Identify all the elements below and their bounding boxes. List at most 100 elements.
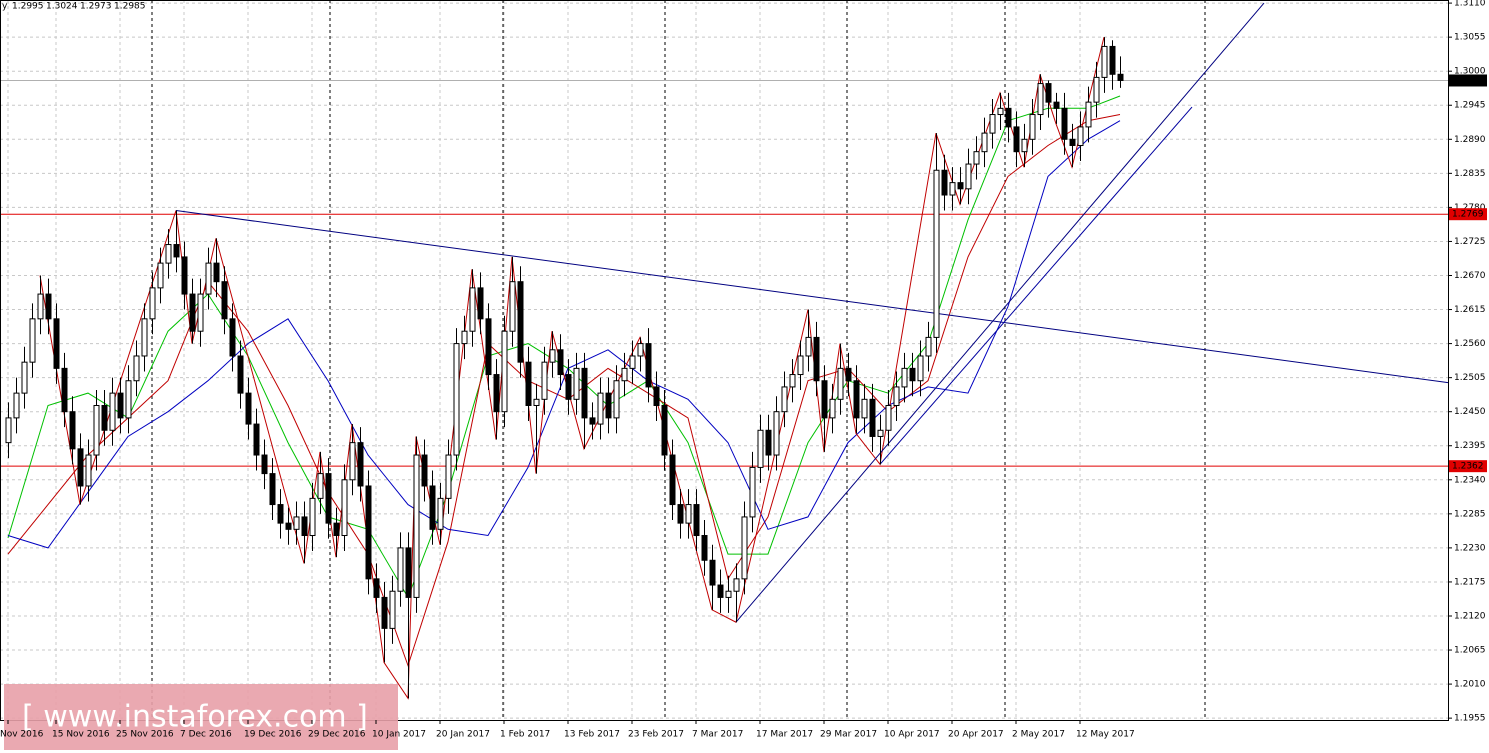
candle-body [141, 318, 148, 357]
y-tick-label: 1.2010 [1454, 680, 1486, 690]
header-close: 1.2985 [114, 2, 146, 12]
y-tick-label: 1.2230 [1454, 543, 1486, 553]
candle-body [117, 392, 124, 419]
candle-body [533, 398, 540, 407]
candle-body [85, 454, 92, 487]
candle-body [397, 547, 404, 592]
candle-body [237, 355, 244, 394]
candle-body [997, 107, 1004, 116]
candle-body [365, 485, 372, 580]
y-tick-label: 1.2340 [1454, 475, 1486, 485]
candle-body [37, 293, 44, 320]
candle-body [541, 361, 548, 400]
candle-body [357, 442, 364, 487]
candle-body [445, 454, 452, 499]
candle-body [621, 367, 628, 382]
candle-body [781, 386, 788, 413]
candle-body [333, 522, 340, 537]
candle-body [197, 293, 204, 332]
candle-body [517, 281, 524, 363]
candle-body [277, 504, 284, 524]
candle-body [317, 473, 324, 499]
candle-body [45, 293, 52, 320]
level-label-box [1449, 460, 1487, 473]
candle-body [1109, 45, 1116, 75]
candle-body [381, 596, 388, 629]
candle-body [549, 349, 556, 363]
candle-body [221, 281, 228, 320]
header-low: 1.2973 [80, 2, 112, 12]
trendline [879, 106, 1193, 465]
candle-body [429, 485, 436, 530]
x-tick-label: 10 Apr 2017 [884, 730, 940, 740]
candle-body [933, 169, 940, 338]
candle-body [213, 262, 220, 283]
candle-body [325, 473, 332, 524]
candle-body [661, 405, 668, 456]
candle-body [877, 429, 884, 437]
x-tick-label: 12 May 2017 [1076, 730, 1135, 740]
candle-body [1037, 83, 1044, 116]
candle-body [837, 367, 844, 400]
candle-body [677, 504, 684, 524]
x-tick-label: 2 May 2017 [1012, 730, 1065, 740]
candle-body [973, 151, 980, 165]
candle-body [189, 293, 196, 332]
candle-body [301, 516, 308, 537]
candle-body [157, 262, 164, 289]
y-tick-label: 1.2945 [1454, 101, 1486, 111]
candle-body [669, 454, 676, 506]
watermark-box [4, 684, 398, 750]
y-tick-label: 1.2120 [1454, 611, 1486, 621]
y-tick-label: 1.2505 [1454, 373, 1486, 383]
candle-body [869, 398, 876, 437]
candle-body [1069, 138, 1076, 146]
candle-body [925, 336, 932, 357]
candle-body [413, 454, 420, 598]
price-label: 1.2985 [1452, 76, 1484, 86]
candle-body [885, 405, 892, 431]
candle-body [453, 343, 460, 456]
candle-body [845, 367, 852, 382]
y-tick-label: 1.2835 [1454, 169, 1486, 179]
candle-body [717, 584, 724, 598]
candle-body [557, 349, 564, 376]
candle-body [477, 287, 484, 320]
candle-body [1077, 126, 1084, 146]
x-tick-label: 17 Mar 2017 [756, 730, 813, 740]
y-tick-label: 1.2175 [1454, 577, 1486, 587]
candle-body [205, 262, 212, 295]
candle-body [149, 287, 156, 320]
candle-body [613, 380, 620, 419]
candle-body [21, 361, 28, 394]
y-tick-label: 1.3110 [1454, 0, 1486, 9]
level-label: 1.2362 [1452, 462, 1484, 472]
candle-body [701, 535, 708, 561]
candle-body [637, 343, 644, 357]
candle-body [77, 448, 84, 487]
x-tick-label: 20 Jan 2017 [436, 730, 490, 740]
trendline [735, 2, 1265, 623]
candle-body [957, 182, 964, 190]
candle-body [597, 392, 604, 425]
candle-body [389, 590, 396, 629]
candle-body [373, 578, 380, 598]
candle-body [293, 516, 300, 530]
candle-body [861, 398, 868, 419]
candle-body [341, 479, 348, 537]
x-tick-label: 7 Dec 2016 [180, 730, 232, 740]
candle-body [133, 355, 140, 382]
candle-body [805, 336, 812, 357]
candle-body [733, 578, 740, 592]
candle-body [253, 423, 260, 456]
candle-body [1029, 114, 1036, 140]
x-tick-label: 15 Nov 2016 [52, 730, 110, 740]
candle-body [709, 559, 716, 586]
x-tick-label: 19 Dec 2016 [244, 730, 302, 740]
candle-body [1013, 126, 1020, 153]
candle-body [1117, 73, 1124, 81]
candle-body [901, 367, 908, 388]
candle-body [1021, 138, 1028, 153]
